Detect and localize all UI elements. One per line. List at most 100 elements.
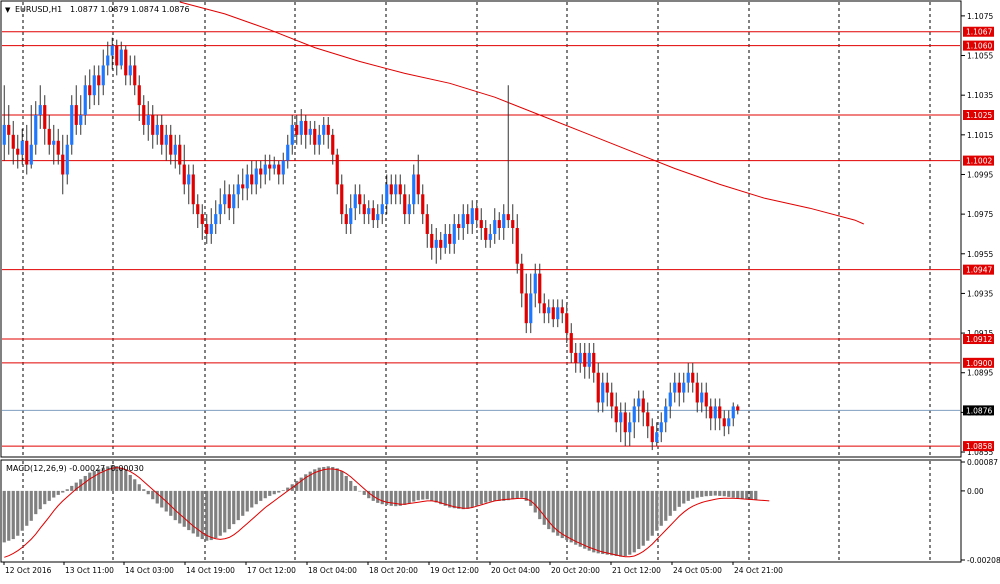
- candle-body: [331, 134, 335, 155]
- candle-body: [484, 228, 488, 240]
- macd-axis: 0.00087 0.00 -0.00208: [961, 458, 1000, 565]
- macd-bar: [385, 490, 389, 505]
- macd-bar: [313, 469, 317, 491]
- macd-bar: [223, 490, 227, 533]
- candle-body: [281, 160, 285, 175]
- candle-body: [232, 194, 236, 209]
- price-tick-label: 1.1075: [967, 12, 993, 21]
- macd-bar: [277, 490, 281, 493]
- candle-body: [83, 85, 87, 116]
- candle-body: [205, 224, 209, 234]
- candle-body: [119, 49, 123, 66]
- macd-bar: [20, 490, 24, 531]
- macd-bar: [52, 490, 56, 498]
- macd-bar: [97, 469, 101, 491]
- macd-bar: [173, 490, 177, 521]
- candle-body: [691, 372, 695, 383]
- candle-body: [187, 174, 191, 185]
- candle-body: [43, 105, 47, 129]
- candle-body: [619, 412, 623, 423]
- macd-bar: [529, 490, 533, 506]
- candle-body: [70, 105, 74, 145]
- macd-bar: [110, 464, 114, 491]
- macd-bar: [619, 490, 623, 557]
- candle-body: [731, 406, 735, 419]
- dropdown-arrow-icon[interactable]: ▼: [5, 6, 11, 14]
- time-tick-label: 24 Oct 05:00: [673, 566, 722, 575]
- candle-body: [547, 307, 551, 314]
- candle-body: [209, 224, 213, 234]
- macd-bar: [493, 490, 497, 501]
- candle-body: [52, 140, 56, 145]
- macd-bar: [709, 490, 713, 496]
- candle-body: [646, 412, 650, 427]
- candle-body: [263, 164, 267, 175]
- ohlc-values: 1.0877 1.0879 1.0874 1.0876: [70, 5, 190, 14]
- candle-body: [655, 432, 659, 443]
- macd-bar: [11, 490, 15, 540]
- macd-bar: [578, 490, 582, 547]
- candle-body: [673, 382, 677, 393]
- level-tag-label: 1.0947: [966, 266, 992, 275]
- candle-body: [497, 220, 501, 229]
- macd-bar: [538, 490, 542, 520]
- macd-bar: [124, 470, 128, 491]
- macd-bar: [317, 467, 321, 491]
- candle-body: [214, 214, 218, 225]
- candle-body: [223, 194, 227, 205]
- macd-bar: [326, 466, 330, 491]
- macd-bar: [484, 490, 488, 503]
- macd-bar: [250, 490, 254, 508]
- macd-bar: [736, 490, 740, 499]
- macd-bar: [29, 490, 33, 521]
- macd-bar: [191, 490, 195, 534]
- candle-body: [92, 75, 96, 96]
- macd-bar: [677, 490, 681, 507]
- macd-bar: [331, 466, 335, 491]
- candle-body: [664, 406, 668, 423]
- candle-body: [304, 120, 308, 135]
- macd-bar: [587, 490, 591, 551]
- macd-bar: [673, 490, 677, 511]
- candle-body: [137, 85, 141, 106]
- candle-body: [632, 406, 636, 423]
- macd-bar: [169, 490, 173, 516]
- macd-bar: [61, 490, 65, 493]
- macd-bar: [281, 490, 285, 491]
- macd-bar: [83, 475, 87, 491]
- candle-body: [578, 352, 582, 363]
- time-grid: [22, 2, 931, 561]
- macd-bar: [142, 489, 146, 491]
- macd-bar: [439, 490, 443, 505]
- candle-body: [412, 174, 416, 205]
- time-tick-label: 20 Oct 04:00: [491, 566, 540, 575]
- macd-bar: [457, 490, 461, 509]
- candle-body: [574, 352, 578, 363]
- candle-body: [596, 372, 600, 403]
- macd-bar: [241, 490, 245, 516]
- candle-body: [11, 134, 15, 149]
- level-tag-bg: [963, 441, 994, 452]
- candle-body: [286, 144, 290, 161]
- candle-body: [511, 220, 515, 229]
- candle-body: [200, 214, 204, 225]
- macd-bar: [551, 490, 555, 533]
- candle-body: [448, 233, 452, 244]
- candle-body: [133, 65, 137, 86]
- candle-body: [196, 204, 200, 215]
- candle-body: [650, 426, 654, 443]
- macd-bar: [556, 490, 560, 536]
- macd-bar: [560, 490, 564, 539]
- candle-body: [425, 214, 429, 234]
- macd-bar: [655, 490, 659, 531]
- candle-body: [191, 174, 195, 205]
- candle-body: [700, 392, 704, 403]
- candle-body: [47, 128, 51, 145]
- candle-body: [538, 273, 542, 304]
- macd-bar: [232, 490, 236, 525]
- macd-bar: [520, 490, 524, 498]
- macd-bar: [286, 487, 290, 491]
- candles: [2, 37, 740, 451]
